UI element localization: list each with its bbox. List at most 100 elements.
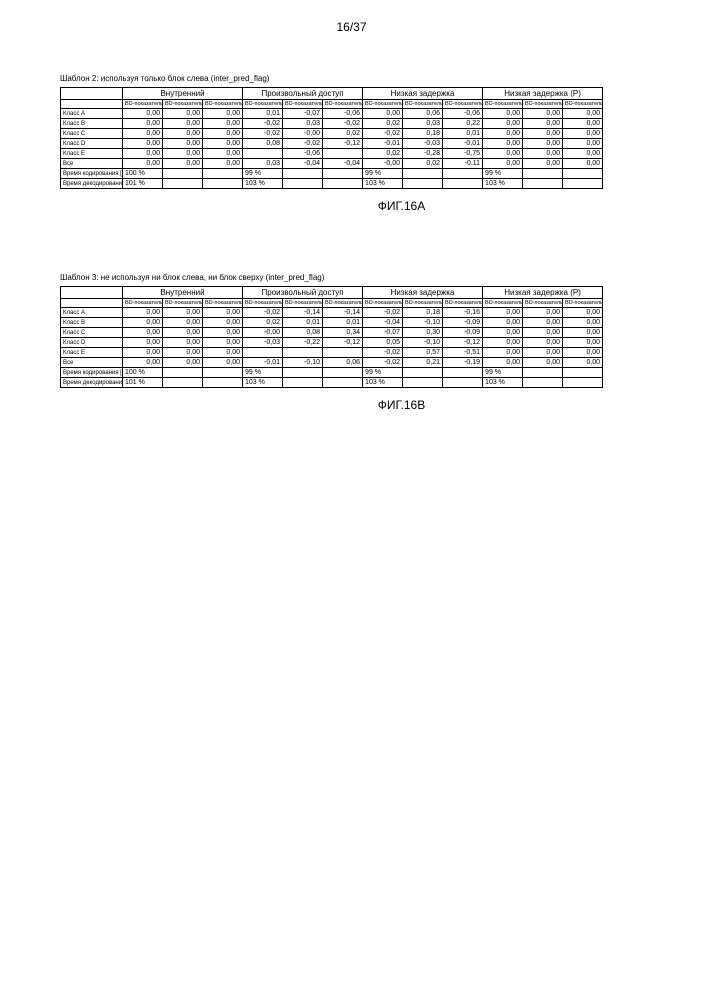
cell: 0,06 bbox=[403, 109, 443, 119]
cell: -0,02 bbox=[363, 129, 403, 139]
sub-header: BD-показатель bbox=[403, 100, 443, 109]
group-header: Низкая задержка (P) bbox=[483, 88, 603, 100]
cell: -0,09 bbox=[443, 328, 483, 338]
cell bbox=[163, 368, 203, 378]
cell: 0,00 bbox=[203, 109, 243, 119]
cell: 99 % bbox=[363, 169, 403, 179]
table-row: Время декодирования [%]101 %103 %103 %10… bbox=[61, 179, 603, 189]
cell: -0,14 bbox=[283, 308, 323, 318]
cell: -0,01 bbox=[363, 139, 403, 149]
cell: -0,11 bbox=[443, 159, 483, 169]
cell: 0,00 bbox=[123, 119, 163, 129]
cell: 0,01 bbox=[243, 109, 283, 119]
sub-header: BD-показатель bbox=[563, 299, 603, 308]
cell: 99 % bbox=[243, 169, 283, 179]
cell: 0,00 bbox=[523, 358, 563, 368]
cell: 0,00 bbox=[563, 358, 603, 368]
cell: 0,00 bbox=[123, 308, 163, 318]
row-label: Время декодирования [%] bbox=[61, 378, 123, 388]
table-row: Класс B0,000,000,00-0,020,03-0,020,020,0… bbox=[61, 119, 603, 129]
table-row: Класс D0,000,000,00-0,03-0,22-0,120,05-0… bbox=[61, 338, 603, 348]
cell: 0,00 bbox=[163, 149, 203, 159]
sub-header: BD-показатель bbox=[403, 299, 443, 308]
sub-header: BD-показатель bbox=[323, 299, 363, 308]
table-row: Класс E0,000,000,00-0,020,57-0,510,000,0… bbox=[61, 348, 603, 358]
cell: 0,00 bbox=[163, 358, 203, 368]
cell: -0,02 bbox=[243, 308, 283, 318]
cell: -0,02 bbox=[283, 139, 323, 149]
cell bbox=[283, 378, 323, 388]
cell: -0,28 bbox=[403, 149, 443, 159]
table-row: Класс D0,000,000,000,08-0,02-0,12-0,01-0… bbox=[61, 139, 603, 149]
cell: 0,00 bbox=[523, 129, 563, 139]
cell: 0,03 bbox=[283, 119, 323, 129]
cell: -0,06 bbox=[323, 109, 363, 119]
table-row: Все0,000,000,00-0,01-0,100,06-0,020,21-0… bbox=[61, 358, 603, 368]
cell: 0,03 bbox=[243, 159, 283, 169]
cell: -0,02 bbox=[363, 358, 403, 368]
cell: 0,00 bbox=[483, 318, 523, 328]
table-caption: Шаблон 2: используя только блок слева (i… bbox=[60, 74, 683, 83]
cell bbox=[443, 169, 483, 179]
cell: 0,06 bbox=[323, 358, 363, 368]
cell: 0,00 bbox=[163, 129, 203, 139]
cell: 0,00 bbox=[203, 159, 243, 169]
cell: 0,00 bbox=[483, 308, 523, 318]
cell bbox=[523, 179, 563, 189]
cell: 0,00 bbox=[563, 109, 603, 119]
cell: 0,00 bbox=[163, 308, 203, 318]
cell: -0,00 bbox=[363, 159, 403, 169]
cell: -0,12 bbox=[323, 338, 363, 348]
cell: -0,09 bbox=[443, 318, 483, 328]
cell: 0,00 bbox=[203, 149, 243, 159]
cell: 0,02 bbox=[323, 129, 363, 139]
cell bbox=[403, 179, 443, 189]
cell: 0,00 bbox=[163, 119, 203, 129]
cell: 0,00 bbox=[483, 109, 523, 119]
cell: 103 % bbox=[243, 378, 283, 388]
row-label: Класс D bbox=[61, 338, 123, 348]
row-label: Класс D bbox=[61, 139, 123, 149]
group-header: Внутренний bbox=[123, 88, 243, 100]
cell: -0,03 bbox=[243, 338, 283, 348]
cell bbox=[203, 169, 243, 179]
cell: 0,00 bbox=[203, 129, 243, 139]
cell: 103 % bbox=[483, 179, 523, 189]
cell bbox=[283, 368, 323, 378]
group-header: Низкая задержка (P) bbox=[483, 287, 603, 299]
cell: -0,04 bbox=[283, 159, 323, 169]
cell bbox=[203, 179, 243, 189]
cell: 0,00 bbox=[563, 159, 603, 169]
sub-header: BD-показатель bbox=[163, 299, 203, 308]
cell: 0,22 bbox=[443, 119, 483, 129]
row-label: Класс E bbox=[61, 348, 123, 358]
cell: 0,00 bbox=[203, 328, 243, 338]
cell: 0,00 bbox=[563, 338, 603, 348]
cell bbox=[163, 378, 203, 388]
cell: -0,01 bbox=[443, 139, 483, 149]
cell: 0,00 bbox=[123, 348, 163, 358]
cell: 99 % bbox=[363, 368, 403, 378]
cell: -0,06 bbox=[443, 109, 483, 119]
cell: 0,00 bbox=[563, 328, 603, 338]
cell: 0,00 bbox=[523, 139, 563, 149]
cell bbox=[443, 368, 483, 378]
cell: -0,06 bbox=[283, 149, 323, 159]
cell: -0,75 bbox=[443, 149, 483, 159]
cell: 0,00 bbox=[483, 139, 523, 149]
cell: 0,00 bbox=[563, 119, 603, 129]
blank-header bbox=[61, 299, 123, 308]
sub-header: BD-показатель bbox=[363, 100, 403, 109]
cell: -0,12 bbox=[443, 338, 483, 348]
cell bbox=[443, 179, 483, 189]
cell: 103 % bbox=[483, 378, 523, 388]
figure-label: ФИГ.16A bbox=[120, 199, 683, 213]
cell: 0,00 bbox=[123, 139, 163, 149]
cell: 0,00 bbox=[123, 338, 163, 348]
cell bbox=[563, 169, 603, 179]
cell: 0,00 bbox=[483, 149, 523, 159]
table-row: Класс C0,000,000,00-0,000,080,34-0,070,3… bbox=[61, 328, 603, 338]
cell: -0,19 bbox=[443, 358, 483, 368]
cell bbox=[203, 378, 243, 388]
sub-header: BD-показатель bbox=[163, 100, 203, 109]
